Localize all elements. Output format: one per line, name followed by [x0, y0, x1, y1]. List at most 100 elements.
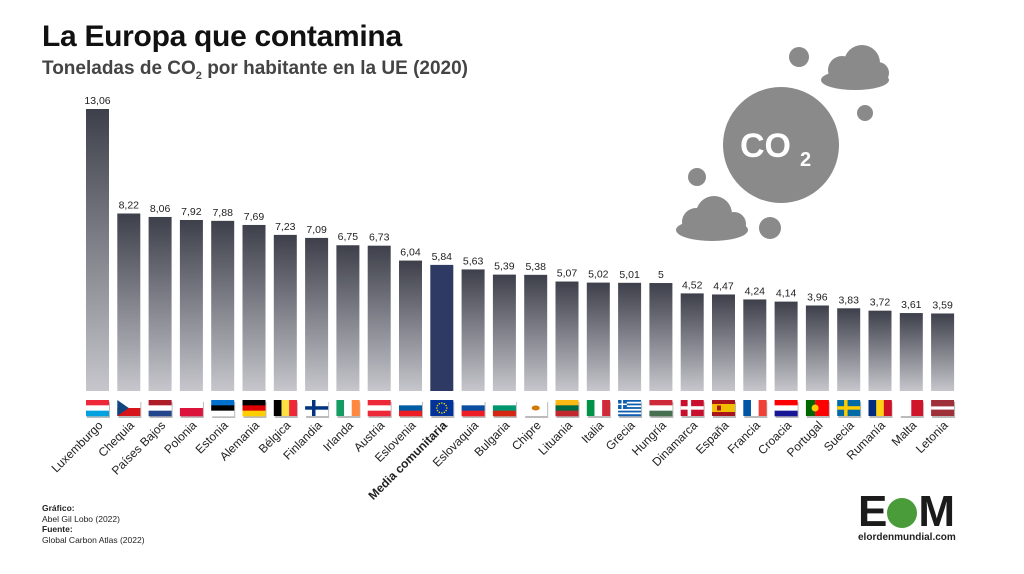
flag-croacia-icon — [774, 400, 799, 418]
value-label-letonia: 3,59 — [932, 299, 953, 311]
value-label-dinamarca: 4,52 — [682, 279, 703, 291]
flag-letonia-icon — [931, 400, 956, 418]
flag-estonia-icon — [211, 400, 236, 418]
co2-cloud-icon: CO 2 — [676, 45, 889, 241]
value-label-espana: 4,47 — [713, 280, 734, 292]
bar-dinamarca — [680, 293, 704, 391]
bars-layer — [86, 109, 955, 391]
co2-cloud-label: CO — [740, 127, 791, 165]
flag-luxemburgo-icon — [86, 400, 110, 418]
subtitle-subscript: 2 — [195, 69, 202, 82]
flag-chipre-icon — [524, 400, 549, 418]
bar-rumania — [868, 310, 892, 391]
logo-letter-m: M — [918, 487, 955, 536]
category-label-espana: España — [693, 418, 732, 457]
bar-media-comunitaria — [430, 264, 454, 391]
flag-lituania-icon — [555, 400, 580, 418]
value-label-eslovaquia: 5,63 — [463, 255, 484, 267]
bar-croacia — [774, 301, 798, 391]
value-label-italia: 5,02 — [588, 269, 609, 281]
bar-eslovaquia — [461, 269, 485, 391]
value-label-rumania: 3,72 — [870, 297, 891, 309]
flag-belgica-icon — [273, 400, 298, 418]
bubble-icon — [789, 47, 809, 67]
bar-italia — [586, 282, 610, 391]
bubble-icon — [688, 168, 706, 186]
value-label-hungria: 5 — [658, 269, 664, 281]
flag-media-comunitaria-icon — [430, 400, 455, 418]
value-label-croacia: 4,14 — [776, 288, 797, 300]
flag-rumania-icon — [868, 400, 893, 418]
value-label-finlandia: 7,09 — [306, 224, 327, 236]
credits-fuente-value: Global Carbon Atlas (2022) — [42, 534, 145, 545]
bar-paises-bajos — [148, 216, 172, 391]
category-label-letonia: Letonia — [913, 418, 951, 456]
credits: Gráfico: Abel Gil Lobo (2022) Fuente: Gl… — [42, 503, 145, 545]
bar-espana — [712, 294, 735, 391]
flag-francia-icon — [743, 400, 768, 418]
flag-polonia-icon — [179, 400, 204, 418]
subtitle-prefix: Toneladas de CO — [42, 58, 196, 79]
flag-irlanda-icon — [336, 400, 361, 418]
subtitle-suffix: por habitante en la UE (2020) — [201, 58, 468, 79]
value-label-francia: 4,24 — [745, 285, 766, 297]
value-label-chipre: 5,38 — [525, 261, 546, 273]
value-label-suecia: 3,83 — [838, 294, 859, 306]
flag-italia-icon — [586, 400, 611, 418]
value-label-lituania: 5,07 — [557, 268, 578, 280]
bar-lituania — [555, 281, 579, 391]
flag-eslovenia-icon — [399, 400, 423, 418]
value-label-bulgaria: 5,39 — [494, 261, 515, 273]
flag-dinamarca-icon — [680, 400, 705, 418]
flag-eslovaquia-icon — [461, 400, 486, 418]
bar-polonia — [179, 219, 203, 391]
value-label-irlanda: 6,75 — [338, 231, 359, 243]
bar-suecia — [837, 308, 861, 391]
category-label-italia: Italia — [579, 418, 607, 446]
flag-bulgaria-icon — [492, 400, 517, 418]
bar-alemania — [242, 224, 266, 391]
value-label-polonia: 7,92 — [181, 206, 202, 218]
value-label-belgica: 7,23 — [275, 221, 296, 233]
value-label-malta: 3,61 — [901, 299, 922, 311]
flag-chequia-icon — [117, 400, 142, 418]
flag-grecia-icon — [618, 400, 643, 418]
flag-paises-bajos-icon — [148, 400, 173, 418]
flags-layer — [86, 400, 956, 418]
bar-eslovenia — [399, 260, 422, 391]
flag-suecia-icon — [837, 400, 862, 418]
value-label-luxemburgo: 13,06 — [84, 95, 110, 107]
value-label-grecia: 5,01 — [619, 269, 640, 281]
bar-austria — [367, 245, 391, 391]
bar-chipre — [524, 274, 548, 391]
bar-belgica — [273, 234, 297, 391]
bar-francia — [743, 299, 767, 391]
bubble-icon — [857, 105, 873, 121]
logo-globe-icon — [887, 498, 918, 528]
category-label-irlanda: Irlanda — [320, 418, 356, 454]
value-label-media-comunitaria: 5,84 — [432, 251, 453, 263]
flag-austria-icon — [367, 400, 392, 418]
bubble-icon — [759, 217, 781, 239]
chart-title: La Europa que contamina — [42, 20, 402, 53]
small-cloud-bottom-icon — [676, 196, 748, 241]
bar-letonia — [931, 313, 955, 391]
value-label-eslovenia: 6,04 — [400, 247, 421, 259]
bar-estonia — [211, 220, 235, 391]
credits-grafico-label: Gráfico: — [42, 503, 75, 513]
credits-grafico-value: Abel Gil Lobo (2022) — [42, 513, 120, 524]
bar-chequia — [117, 213, 141, 391]
bar-irlanda — [336, 245, 360, 391]
value-labels-layer: 13,06 8,22 8,06 7,92 7,88 7,69 7,23 7,09 6,75 6,7… — [84, 95, 953, 311]
value-label-portugal: 3,96 — [807, 291, 828, 303]
bar-bulgaria — [492, 274, 516, 391]
small-cloud-top-icon — [821, 45, 889, 90]
value-label-austria: 6,73 — [369, 232, 390, 244]
value-label-paises-bajos: 8,06 — [150, 203, 171, 215]
flag-espana-icon — [712, 400, 736, 418]
value-label-chequia: 8,22 — [119, 200, 140, 212]
flag-malta-icon — [899, 400, 924, 418]
